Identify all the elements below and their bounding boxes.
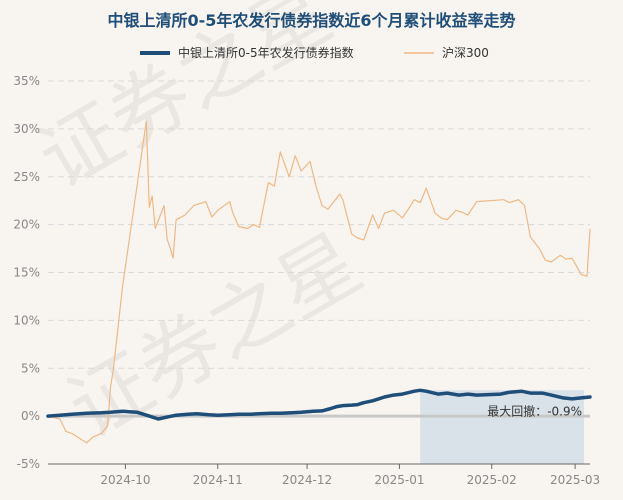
x-tick-label: 2025-02 — [467, 473, 517, 487]
watermark: 证券之星 证券之星 — [23, 0, 377, 456]
series-line-hs300 — [47, 120, 591, 444]
x-tick-label: 2024-12 — [282, 473, 332, 487]
y-tick-label: 0% — [21, 409, 40, 423]
y-tick-label: 10% — [13, 313, 40, 327]
legend: 中银上清所0-5年农发行债券指数 沪深300 — [140, 45, 489, 60]
x-tick-label: 2024-11 — [193, 473, 243, 487]
max-drawdown-region — [420, 390, 585, 464]
y-tick-label: 15% — [13, 266, 40, 280]
y-tick-label: 30% — [13, 122, 40, 136]
y-tick-label: -5% — [17, 457, 40, 471]
series-line-index — [46, 388, 592, 421]
x-axis: 2024-10 2024-11 2024-12 2025-01 2025-02 2025-… — [48, 463, 600, 487]
y-tick-label: 5% — [21, 361, 40, 375]
legend-label-hs300: 沪深300 — [442, 46, 489, 60]
x-tick-label: 2025-03 — [550, 473, 600, 487]
chart-title: 中银上清所0-5年农发行债券指数近6个月累计收益率走势 — [107, 11, 515, 30]
svg-text:证券之星: 证券之星 — [53, 216, 377, 457]
svg-text:证券之星: 证券之星 — [23, 0, 347, 206]
y-axis-ticks: 35% 30% 25% 20% 15% 10% 5% 0% -5% — [13, 74, 40, 471]
max-drawdown-label: 最大回撤：-0.9% — [487, 403, 582, 418]
x-tick-label: 2025-01 — [374, 473, 424, 487]
y-tick-label: 35% — [13, 74, 40, 88]
y-tick-label: 20% — [13, 218, 40, 232]
legend-label-index: 中银上清所0-5年农发行债券指数 — [178, 45, 354, 60]
y-tick-label: 25% — [13, 170, 40, 184]
series-lines — [46, 120, 592, 444]
x-tick-label: 2024-10 — [100, 473, 150, 487]
